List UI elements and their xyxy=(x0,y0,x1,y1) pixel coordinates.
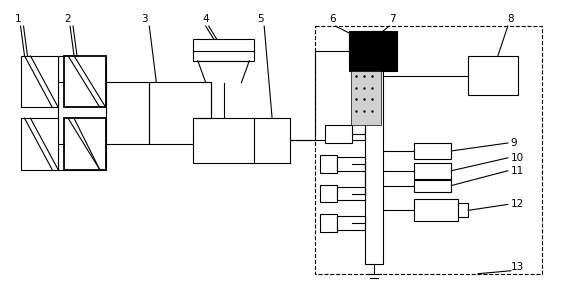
Text: 10: 10 xyxy=(511,153,524,163)
Bar xyxy=(349,31,397,71)
Text: 5: 5 xyxy=(257,14,264,24)
Text: 2: 2 xyxy=(64,14,70,24)
Bar xyxy=(324,125,352,143)
Bar xyxy=(58,56,106,170)
Bar xyxy=(64,118,106,170)
Text: 13: 13 xyxy=(511,262,524,272)
Bar xyxy=(320,155,337,173)
Text: 3: 3 xyxy=(141,14,148,24)
Bar xyxy=(337,187,365,200)
Bar xyxy=(337,216,365,230)
Text: 9: 9 xyxy=(511,138,517,148)
Bar xyxy=(414,163,451,179)
Text: 12: 12 xyxy=(511,199,524,210)
Text: 11: 11 xyxy=(511,166,524,176)
Bar xyxy=(414,199,458,221)
Bar xyxy=(149,82,211,144)
Bar xyxy=(193,39,254,61)
Bar xyxy=(315,26,542,274)
Text: 6: 6 xyxy=(329,14,336,24)
Bar xyxy=(64,56,106,107)
Bar xyxy=(20,56,58,107)
Bar xyxy=(337,157,365,171)
Text: 4: 4 xyxy=(203,14,209,24)
Bar xyxy=(351,71,381,125)
Bar xyxy=(193,118,254,163)
Text: 1: 1 xyxy=(15,14,22,24)
Bar xyxy=(20,118,58,170)
Bar xyxy=(320,185,337,202)
Bar xyxy=(458,203,468,217)
Bar xyxy=(414,143,451,159)
Bar xyxy=(365,31,383,264)
Bar xyxy=(414,180,451,191)
Bar xyxy=(468,56,518,96)
Text: 7: 7 xyxy=(389,14,395,24)
Bar xyxy=(320,214,337,232)
Text: 8: 8 xyxy=(508,14,514,24)
